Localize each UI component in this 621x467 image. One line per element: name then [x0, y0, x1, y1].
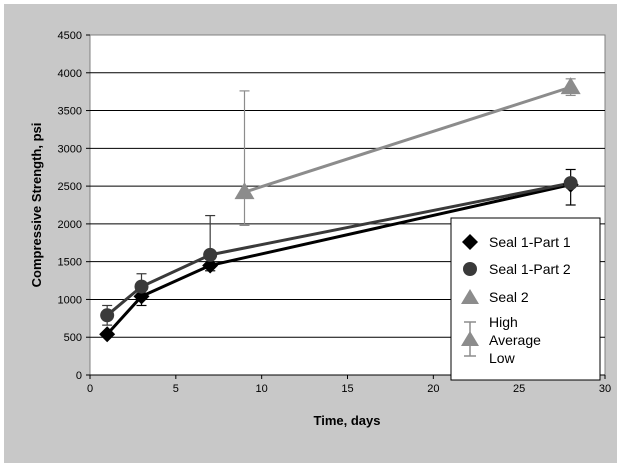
y-tick-label: 4500	[58, 30, 82, 42]
data-point-diamond	[202, 257, 219, 274]
y-tick-label: 3500	[58, 106, 82, 118]
legend-marker-diamond	[462, 234, 478, 250]
data-point-diamond	[99, 326, 116, 343]
data-point-circle	[100, 308, 115, 323]
legend-label-seal1-part2: Seal 1-Part 2	[489, 261, 571, 277]
x-axis-title: Time, days	[314, 413, 381, 428]
legend-label-seal1-part1: Seal 1-Part 1	[489, 234, 571, 250]
legend-label-average: Average	[489, 332, 541, 348]
data-point-triangle	[234, 182, 255, 200]
legend-label-high: High	[489, 314, 518, 330]
x-tick-label: 5	[173, 383, 179, 395]
legend-label-low: Low	[489, 350, 516, 366]
series-layer	[99, 77, 581, 343]
data-point-circle	[203, 247, 218, 262]
y-tick-label: 1500	[58, 257, 82, 269]
y-tick-label: 3000	[58, 143, 82, 155]
y-axis-title: Compressive Strength, psi	[29, 123, 44, 288]
x-tick-label: 15	[341, 383, 353, 395]
data-point-diamond	[133, 288, 150, 305]
legend-marker-circle	[463, 262, 477, 276]
x-tick-label: 10	[256, 383, 268, 395]
series-line-2	[244, 85, 572, 194]
x-tick-label: 0	[87, 383, 93, 395]
y-tick-label: 0	[76, 370, 82, 382]
data-point-triangle	[560, 77, 581, 95]
data-point-circle	[134, 279, 149, 294]
legend-marker-triangle	[461, 289, 479, 304]
series-line-0	[106, 183, 571, 336]
y-tick-label: 2000	[58, 219, 82, 231]
x-tick-label: 20	[427, 383, 439, 395]
legend: Seal 1-Part 1 Seal 1-Part 2 Seal 2 High …	[450, 217, 601, 381]
legend-label-seal2: Seal 2	[489, 289, 529, 305]
y-tick-label: 2500	[58, 181, 82, 193]
legend-marker-average-triangle	[461, 331, 479, 346]
data-point-circle	[563, 176, 578, 191]
y-axis-ticks: 0 500 1000 1500 2000 2500 3000 3500 4000 4500	[58, 30, 90, 382]
x-tick-label: 30	[599, 383, 611, 395]
x-tick-label: 25	[513, 383, 525, 395]
y-tick-label: 4000	[58, 68, 82, 80]
y-tick-label: 1000	[58, 294, 82, 306]
y-tick-label: 500	[64, 332, 82, 344]
series-line-1	[106, 181, 571, 317]
